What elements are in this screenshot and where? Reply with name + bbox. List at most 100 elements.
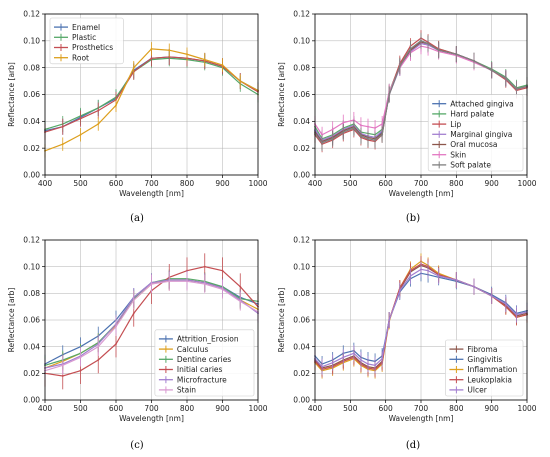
y-tick-label: 0.04 bbox=[23, 117, 40, 126]
data-point bbox=[490, 295, 493, 297]
x-tick-label: 1000 bbox=[248, 179, 267, 188]
legend-item: Stain bbox=[158, 386, 196, 395]
legend-item: Ulcer bbox=[449, 386, 488, 395]
data-point bbox=[398, 289, 401, 292]
legend-label: Marginal gingiva bbox=[450, 130, 512, 139]
legend-item: Attached gingiva bbox=[432, 99, 514, 108]
data-point bbox=[239, 300, 242, 303]
series-ulcer bbox=[314, 261, 528, 375]
data-point bbox=[515, 88, 518, 91]
y-tick-label: 0.02 bbox=[293, 369, 310, 378]
data-point bbox=[409, 47, 412, 50]
legend-item: Root bbox=[54, 53, 89, 62]
data-point bbox=[381, 133, 384, 136]
legend-item: Plastic bbox=[54, 33, 96, 42]
x-tick-label: 1000 bbox=[517, 179, 536, 188]
y-tick-label: 0.10 bbox=[23, 262, 40, 271]
data-point bbox=[427, 269, 429, 272]
legend-label: Soft palate bbox=[450, 161, 491, 170]
x-tick-label: 800 bbox=[180, 179, 195, 188]
data-point bbox=[388, 319, 391, 321]
panel-1: 400 500 600 700 800 900 1000 0.00 0.02 0.04 0.06 0.… bbox=[7, 10, 268, 224]
y-tick-label: 0.08 bbox=[293, 63, 310, 72]
data-point bbox=[342, 356, 345, 359]
x-tick-label: 900 bbox=[215, 179, 230, 188]
data-point bbox=[427, 42, 429, 45]
data-point bbox=[61, 143, 64, 146]
legend-label: Skin bbox=[450, 150, 466, 159]
y-tick-label: 0.12 bbox=[23, 10, 40, 19]
data-point bbox=[97, 123, 100, 125]
legend-label: Hard palate bbox=[450, 110, 494, 119]
y-tick-label: 0.12 bbox=[293, 10, 310, 19]
x-tick-label: 700 bbox=[144, 179, 159, 188]
legend-item: Fibroma bbox=[449, 345, 497, 354]
data-point bbox=[473, 60, 475, 62]
legend-label: Microfracture bbox=[177, 375, 227, 384]
panel-caption: (b) bbox=[406, 213, 420, 224]
y-tick-label: 0.08 bbox=[293, 289, 310, 298]
data-point bbox=[374, 139, 376, 142]
y-axis-label: Reflectance [arb] bbox=[7, 288, 16, 353]
x-tick-label: 600 bbox=[109, 179, 124, 188]
data-point bbox=[381, 123, 384, 125]
y-tick-label: 0.00 bbox=[293, 171, 310, 180]
y-tick-label: 0.04 bbox=[23, 342, 40, 351]
legend-label: Fibroma bbox=[467, 345, 497, 354]
data-point bbox=[374, 127, 376, 129]
legend-box bbox=[445, 339, 524, 397]
data-point bbox=[321, 141, 323, 144]
data-point bbox=[221, 288, 224, 291]
y-tick-label: 0.04 bbox=[293, 117, 310, 126]
x-tick-label: 400 bbox=[38, 404, 53, 413]
legend-item: Leukoplakia bbox=[449, 375, 512, 384]
data-point bbox=[79, 117, 82, 120]
data-point bbox=[168, 280, 171, 283]
x-tick-label: 600 bbox=[379, 404, 394, 413]
y-tick-label: 0.00 bbox=[23, 171, 40, 180]
data-point bbox=[186, 53, 188, 56]
data-point bbox=[115, 325, 117, 328]
data-point bbox=[360, 359, 362, 361]
y-tick-label: 0.06 bbox=[293, 316, 310, 325]
legend-label: Stain bbox=[177, 386, 196, 395]
data-point bbox=[367, 137, 369, 140]
legend-label: Leukoplakia bbox=[467, 375, 512, 384]
data-point bbox=[360, 135, 362, 137]
x-tick-label: 800 bbox=[449, 179, 464, 188]
legend-item: Hard palate bbox=[432, 110, 495, 119]
y-tick-label: 0.02 bbox=[293, 144, 310, 153]
data-point bbox=[97, 345, 100, 348]
data-point bbox=[132, 299, 135, 301]
legend-item: Microfracture bbox=[158, 375, 227, 384]
y-tick-label: 0.10 bbox=[293, 36, 310, 45]
legend-item: Skin bbox=[432, 150, 466, 159]
x-axis-label: Wavelength [nm] bbox=[389, 414, 454, 423]
data-point bbox=[352, 352, 355, 355]
y-tick-label: 0.06 bbox=[23, 90, 40, 99]
series-soft-palate bbox=[314, 32, 528, 151]
data-point bbox=[455, 279, 458, 281]
data-point bbox=[455, 53, 458, 56]
data-point bbox=[61, 125, 64, 128]
data-point bbox=[221, 269, 224, 272]
legend-item: Marginal gingiva bbox=[432, 130, 512, 139]
legend-item: Calculus bbox=[158, 345, 209, 354]
data-point bbox=[437, 49, 440, 52]
y-tick-label: 0.10 bbox=[23, 36, 40, 45]
y-tick-label: 0.08 bbox=[23, 63, 40, 72]
data-point bbox=[203, 283, 206, 285]
data-point bbox=[115, 343, 117, 345]
data-point bbox=[97, 109, 100, 112]
legend-item: Prosthetics bbox=[54, 43, 113, 52]
data-point bbox=[360, 124, 362, 127]
data-point bbox=[331, 361, 334, 364]
data-point bbox=[388, 93, 391, 96]
legend-label: Calculus bbox=[177, 345, 209, 354]
data-point bbox=[203, 58, 206, 61]
legend-item: Dentine caries bbox=[158, 355, 231, 364]
data-point bbox=[367, 363, 369, 365]
